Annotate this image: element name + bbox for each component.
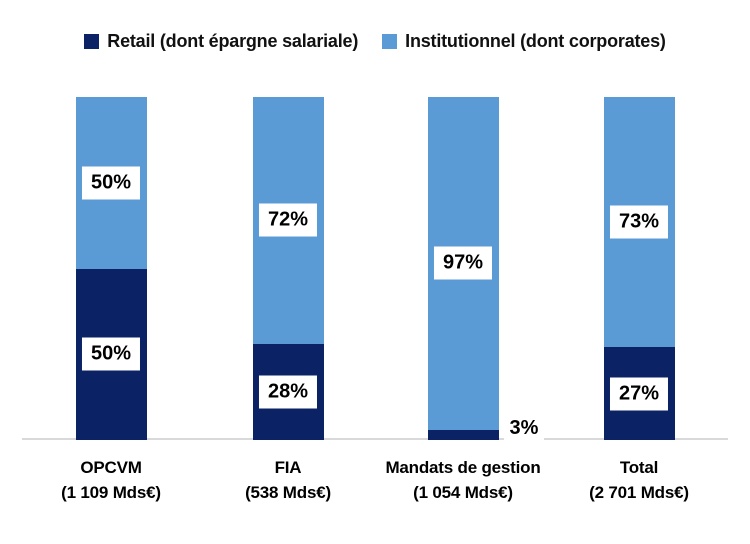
category-label-total: Total (2 701 Mds€) [549, 456, 729, 505]
value-label-institutionnel-mandats-de-gestion: 97% [433, 246, 493, 280]
category-label-opcvm: OPCVM (1 109 Mds€) [21, 456, 201, 505]
bar-mandats-de-gestion: 97% 3% [427, 97, 545, 445]
value-label-retail-opcvm: 50% [81, 337, 141, 371]
bar-total: 73% 27% [603, 97, 675, 440]
legend-item-retail: Retail (dont épargne salariale) [84, 31, 358, 52]
category-name: OPCVM [80, 458, 142, 477]
chart-legend: Retail (dont épargne salariale) Institut… [0, 31, 750, 52]
x-axis-labels: OPCVM (1 109 Mds€) FIA (538 Mds€) Mandats de… [0, 456, 750, 536]
category-label-fia: FIA (538 Mds€) [198, 456, 378, 505]
value-label-institutionnel-fia: 72% [258, 203, 318, 237]
segment-retail-mandats-de-gestion [427, 429, 499, 440]
value-label-retail-fia: 28% [258, 375, 318, 409]
legend-label-institutionnel: Institutionnel (dont corporates) [405, 31, 666, 51]
legend-label-retail: Retail (dont épargne salariale) [107, 31, 359, 51]
category-label-mandats-de-gestion: Mandats de gestion (1 054 Mds€) [373, 456, 553, 505]
category-name: Mandats de gestion [385, 458, 541, 477]
value-label-institutionnel-total: 73% [609, 205, 669, 239]
category-amount: (1 054 Mds€) [413, 482, 513, 502]
category-amount: (2 701 Mds€) [589, 482, 689, 502]
bar-fia: 72% 28% [252, 97, 324, 440]
category-amount: (1 109 Mds€) [61, 482, 161, 502]
value-label-institutionnel-opcvm: 50% [81, 166, 141, 200]
bar-opcvm: 50% 50% [75, 97, 147, 440]
value-label-retail-total: 27% [609, 377, 669, 411]
chart-plot-area: 50% 50% 72% 28% 97% 3% 73% 27% [0, 97, 750, 445]
category-name: Total [619, 458, 659, 477]
x-axis-baseline [22, 438, 728, 440]
value-label-retail-mandats-de-gestion: 3% [503, 412, 545, 445]
category-amount: (538 Mds€) [245, 482, 331, 502]
legend-swatch-institutionnel-icon [382, 34, 398, 49]
legend-item-institutionnel: Institutionnel (dont corporates) [382, 31, 666, 52]
category-name: FIA [274, 458, 302, 477]
legend-swatch-retail-icon [84, 34, 100, 49]
